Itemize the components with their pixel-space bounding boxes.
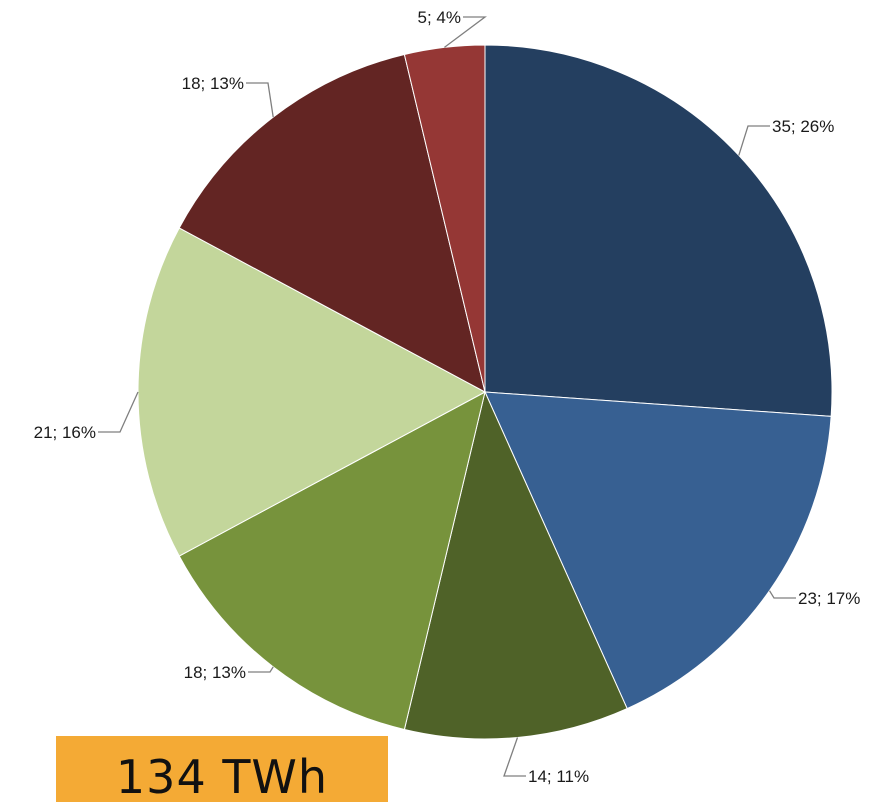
leader-line-5: [98, 391, 139, 433]
data-label-1: 35; 26%: [772, 117, 834, 136]
data-label-6: 18; 13%: [182, 74, 244, 93]
leader-line-3: [503, 737, 526, 777]
data-label-7: 5; 4%: [418, 8, 461, 27]
data-label-4: 18; 13%: [184, 663, 246, 682]
pie-slice-6: [178, 53, 486, 393]
pie-slices: [137, 44, 833, 740]
leader-line-4: [248, 666, 274, 673]
pie-slice-2: [484, 391, 832, 710]
total-label: 134 TWh: [115, 750, 329, 804]
leader-line-2: [768, 590, 796, 599]
pie-slice-3: [403, 390, 628, 740]
data-labels: 35; 26% 23; 17% 14; 11% 18; 13% 21; 16% 18; 1…: [34, 8, 861, 786]
pie-slice-4: [178, 391, 486, 731]
total-badge: 134 TWh: [56, 736, 388, 802]
data-label-2: 23; 17%: [798, 589, 860, 608]
leader-line-7: [444, 16, 487, 48]
pie-slice-5: [137, 227, 487, 557]
pie-slice-1: [484, 44, 833, 417]
data-label-5: 21; 16%: [34, 423, 96, 442]
leader-line-6: [246, 82, 274, 118]
label-leader-lines: [98, 16, 796, 777]
data-label-3: 14; 11%: [528, 767, 589, 786]
leader-line-1: [738, 125, 770, 156]
